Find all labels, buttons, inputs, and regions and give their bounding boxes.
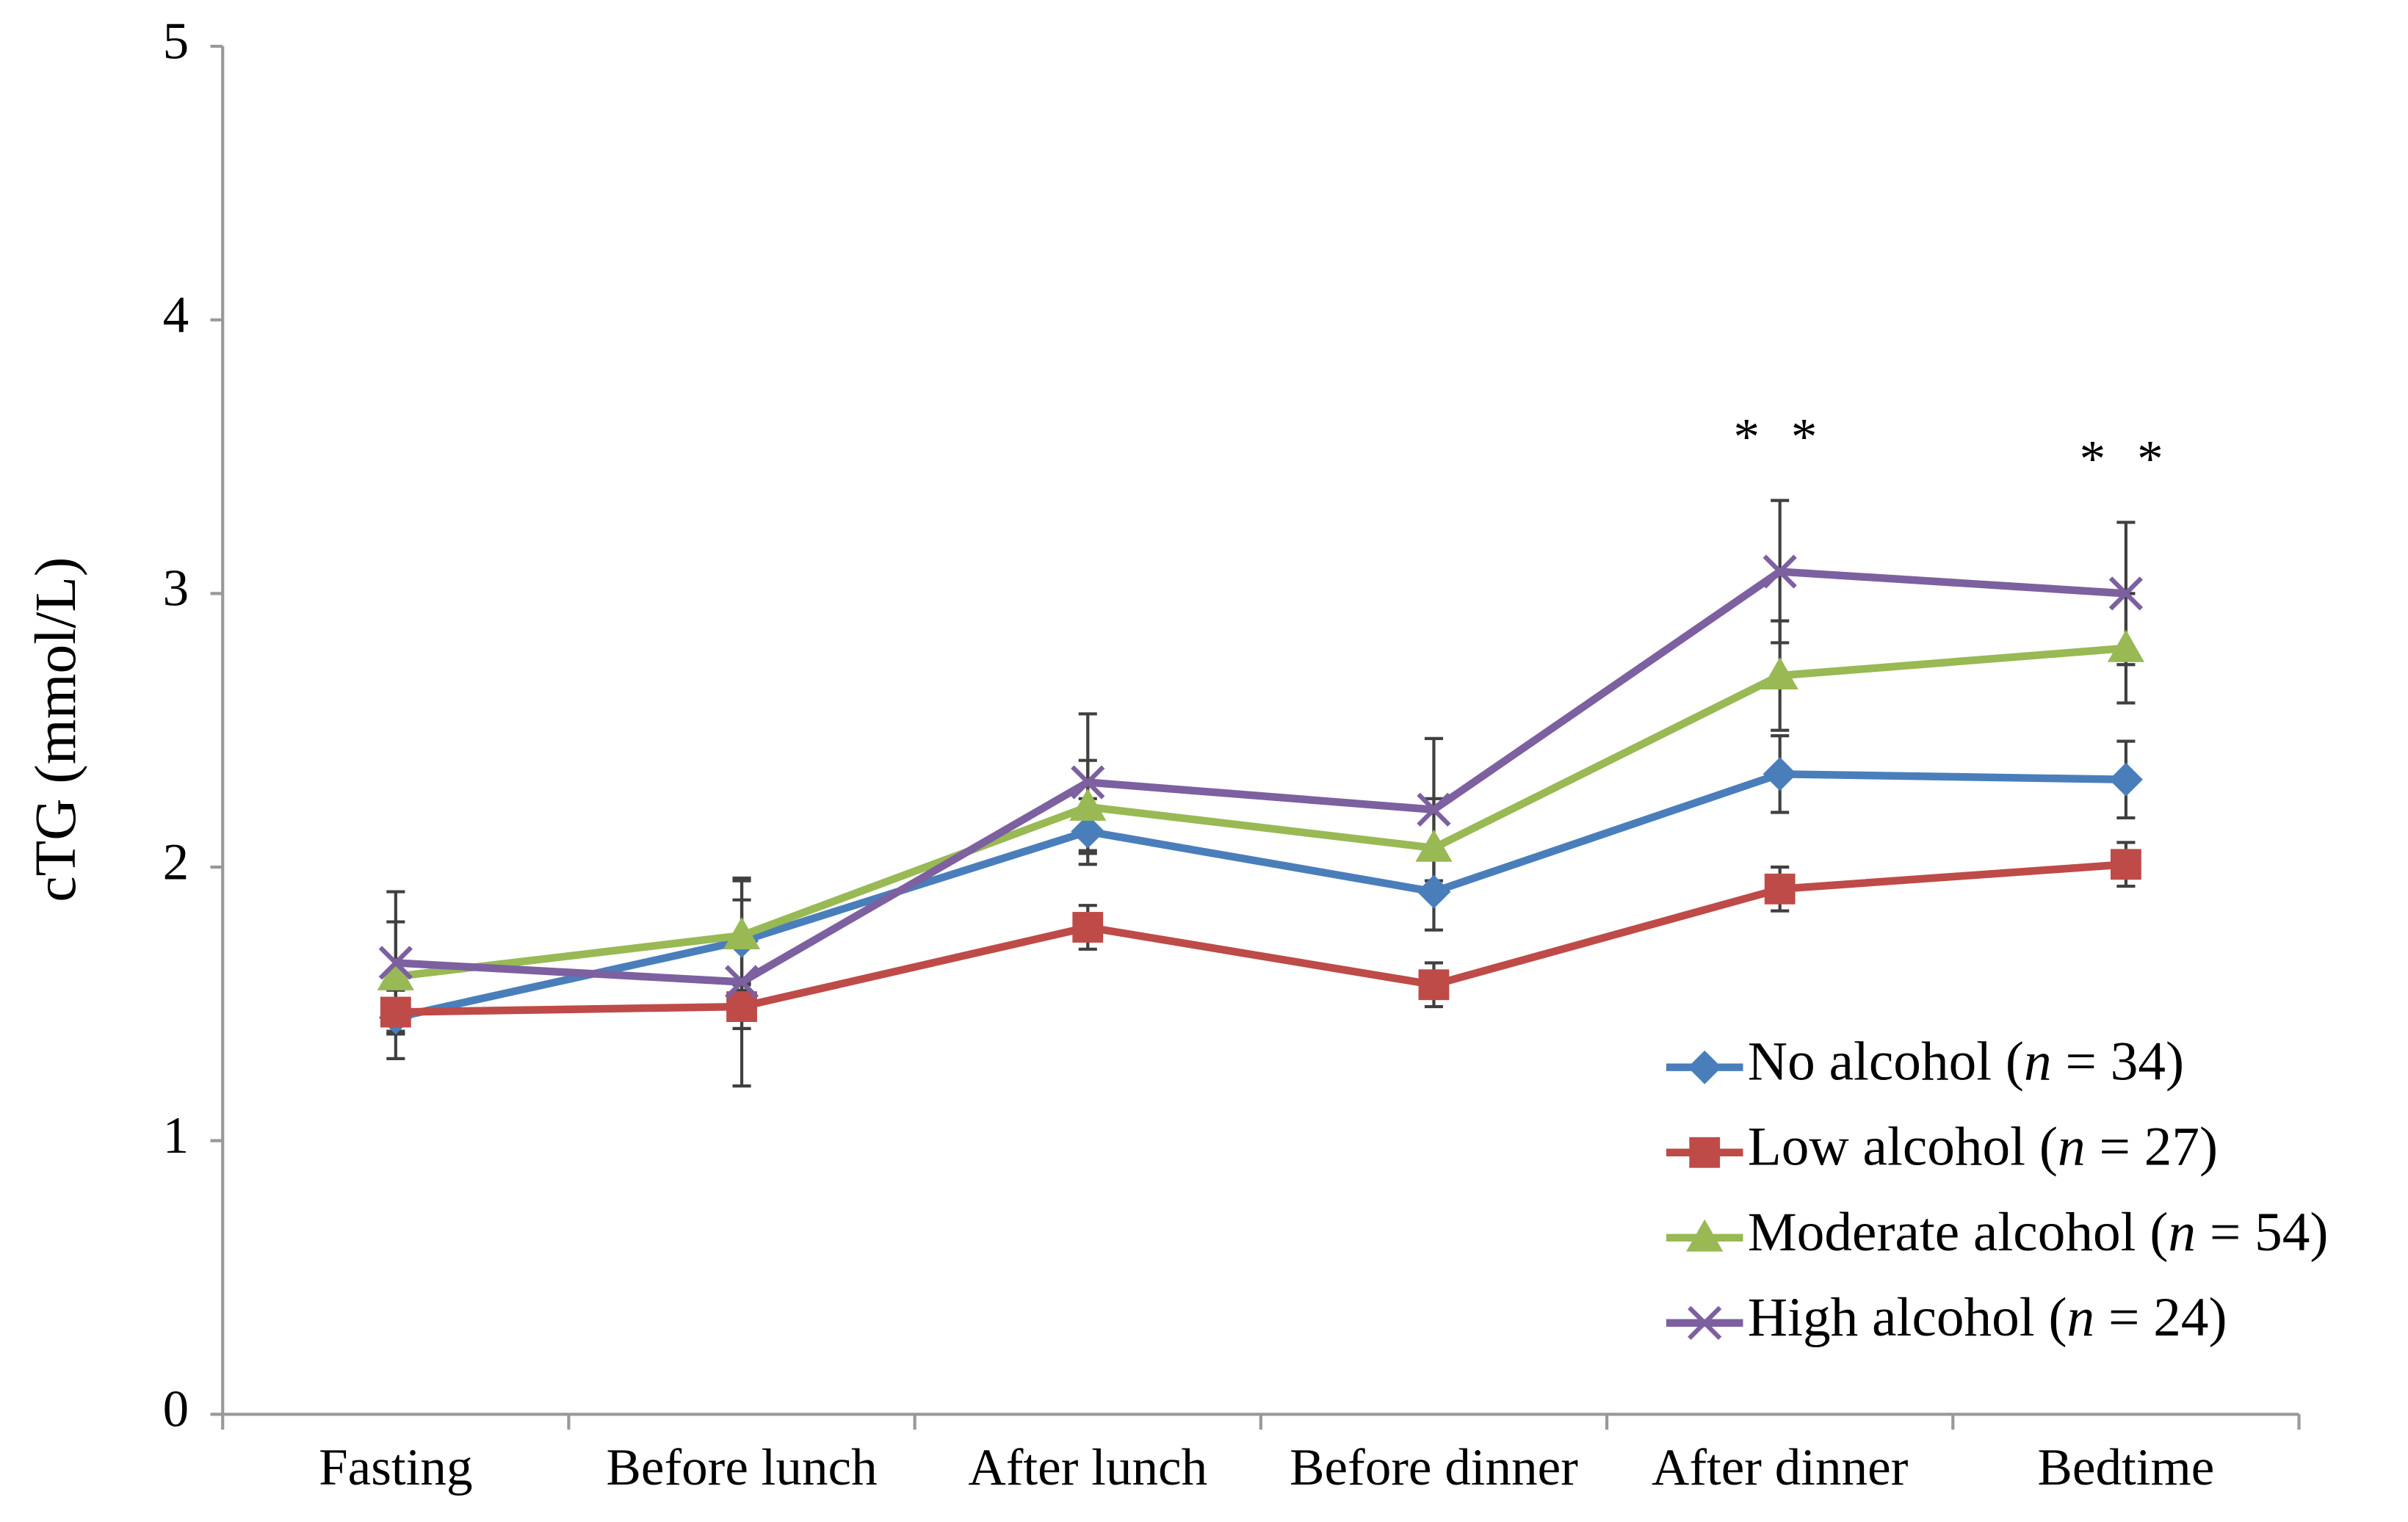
y-tick-label: 1 bbox=[163, 1107, 189, 1164]
data-point bbox=[380, 996, 411, 1028]
legend: No alcohol (n = 34) Low alcohol (n = 27) M… bbox=[1666, 1032, 2329, 1348]
data-point bbox=[1071, 765, 1105, 800]
y-tick-label: 2 bbox=[163, 833, 189, 891]
legend-label: Low alcohol (n = 27) bbox=[1748, 1117, 2218, 1178]
data-point bbox=[1764, 873, 1796, 905]
x-tick-label: Before dinner bbox=[1290, 1439, 1578, 1496]
x-tick-label: Bedtime bbox=[2037, 1439, 2214, 1496]
series-line bbox=[395, 644, 2127, 981]
data-point bbox=[724, 965, 759, 999]
data-point bbox=[377, 957, 414, 990]
x-tick-label: After dinner bbox=[1652, 1439, 1909, 1496]
y-tick-label: 4 bbox=[163, 286, 189, 344]
legend-marker bbox=[1688, 1305, 1722, 1341]
data-point bbox=[1415, 829, 1453, 862]
legend-label: High alcohol (n = 24) bbox=[1748, 1287, 2227, 1348]
x-tick-label: Before lunch bbox=[606, 1439, 877, 1496]
y-tick-label: 5 bbox=[163, 12, 189, 70]
data-point bbox=[1761, 657, 1798, 689]
data-point bbox=[1417, 874, 1451, 909]
data-point bbox=[2107, 629, 2145, 662]
legend-marker bbox=[1689, 1137, 1721, 1168]
legend-label: No alcohol (n = 34) bbox=[1748, 1032, 2184, 1092]
legend-marker bbox=[1688, 1050, 1722, 1084]
data-point bbox=[726, 991, 757, 1022]
legend-marker bbox=[1686, 1219, 1724, 1252]
x-tick-label: Fasting bbox=[319, 1439, 472, 1496]
data-point bbox=[2111, 849, 2141, 880]
data-point bbox=[1762, 757, 1797, 791]
series-line bbox=[395, 860, 2127, 1016]
data-point bbox=[723, 917, 761, 949]
series-line bbox=[394, 770, 2126, 1022]
legend-label: Moderate alcohol (n = 54) bbox=[1748, 1202, 2329, 1263]
data-point bbox=[2108, 762, 2143, 797]
y-tick-label: 0 bbox=[163, 1381, 189, 1438]
data-point bbox=[1072, 912, 1104, 943]
annotation: * * bbox=[1733, 408, 1826, 465]
data-point bbox=[1418, 969, 1450, 1001]
data-point bbox=[1762, 554, 1797, 589]
series-line bbox=[395, 568, 2127, 986]
data-point bbox=[1069, 788, 1107, 821]
y-tick-label: 3 bbox=[163, 560, 189, 617]
data-point bbox=[2108, 576, 2144, 611]
annotation: * * bbox=[2080, 430, 2173, 488]
y-axis-label: cTG (mmol/L) bbox=[23, 557, 88, 902]
data-point bbox=[1417, 792, 1451, 827]
data-point bbox=[378, 946, 413, 980]
x-tick-label: After lunch bbox=[968, 1439, 1207, 1496]
